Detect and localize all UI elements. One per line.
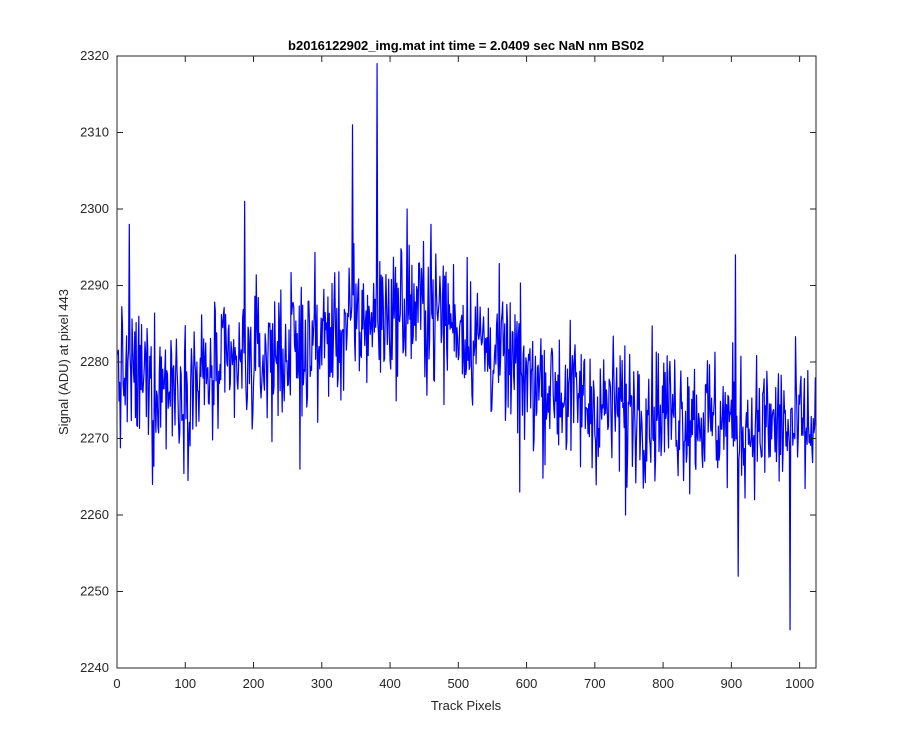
chart-title: b2016122902_img.mat int time = 2.0409 se… bbox=[288, 38, 644, 53]
y-tick-label-7: 2310 bbox=[80, 125, 109, 140]
x-axis-label: Track Pixels bbox=[431, 698, 502, 713]
y-tick-label-5: 2290 bbox=[80, 278, 109, 293]
y-tick-label-8: 2320 bbox=[80, 48, 109, 63]
y-tick-label-1: 2250 bbox=[80, 584, 109, 599]
x-tick-label-1: 100 bbox=[174, 676, 196, 691]
x-tick-label-0: 0 bbox=[113, 676, 120, 691]
x-tick-label-9: 900 bbox=[721, 676, 743, 691]
y-axis-label: Signal (ADU) at pixel 443 bbox=[56, 289, 71, 435]
y-tick-label-4: 2280 bbox=[80, 354, 109, 369]
x-tick-label-5: 500 bbox=[447, 676, 469, 691]
y-tick-label-3: 2270 bbox=[80, 431, 109, 446]
series-line-0 bbox=[117, 63, 817, 631]
y-tick-label-2: 2260 bbox=[80, 507, 109, 522]
ticks-layer: 0 100 200 300 400 500 600 700 800 900 1000 2240 2250… bbox=[80, 48, 816, 691]
x-tick-label-10: 1000 bbox=[785, 676, 814, 691]
y-tick-label-0: 2240 bbox=[80, 660, 109, 675]
x-tick-label-2: 200 bbox=[243, 676, 265, 691]
x-tick-label-3: 300 bbox=[311, 676, 333, 691]
series-layer bbox=[117, 63, 817, 631]
x-tick-label-6: 600 bbox=[516, 676, 538, 691]
x-tick-label-4: 400 bbox=[379, 676, 401, 691]
x-tick-label-8: 800 bbox=[652, 676, 674, 691]
y-tick-label-6: 2300 bbox=[80, 201, 109, 216]
x-tick-label-7: 700 bbox=[584, 676, 606, 691]
